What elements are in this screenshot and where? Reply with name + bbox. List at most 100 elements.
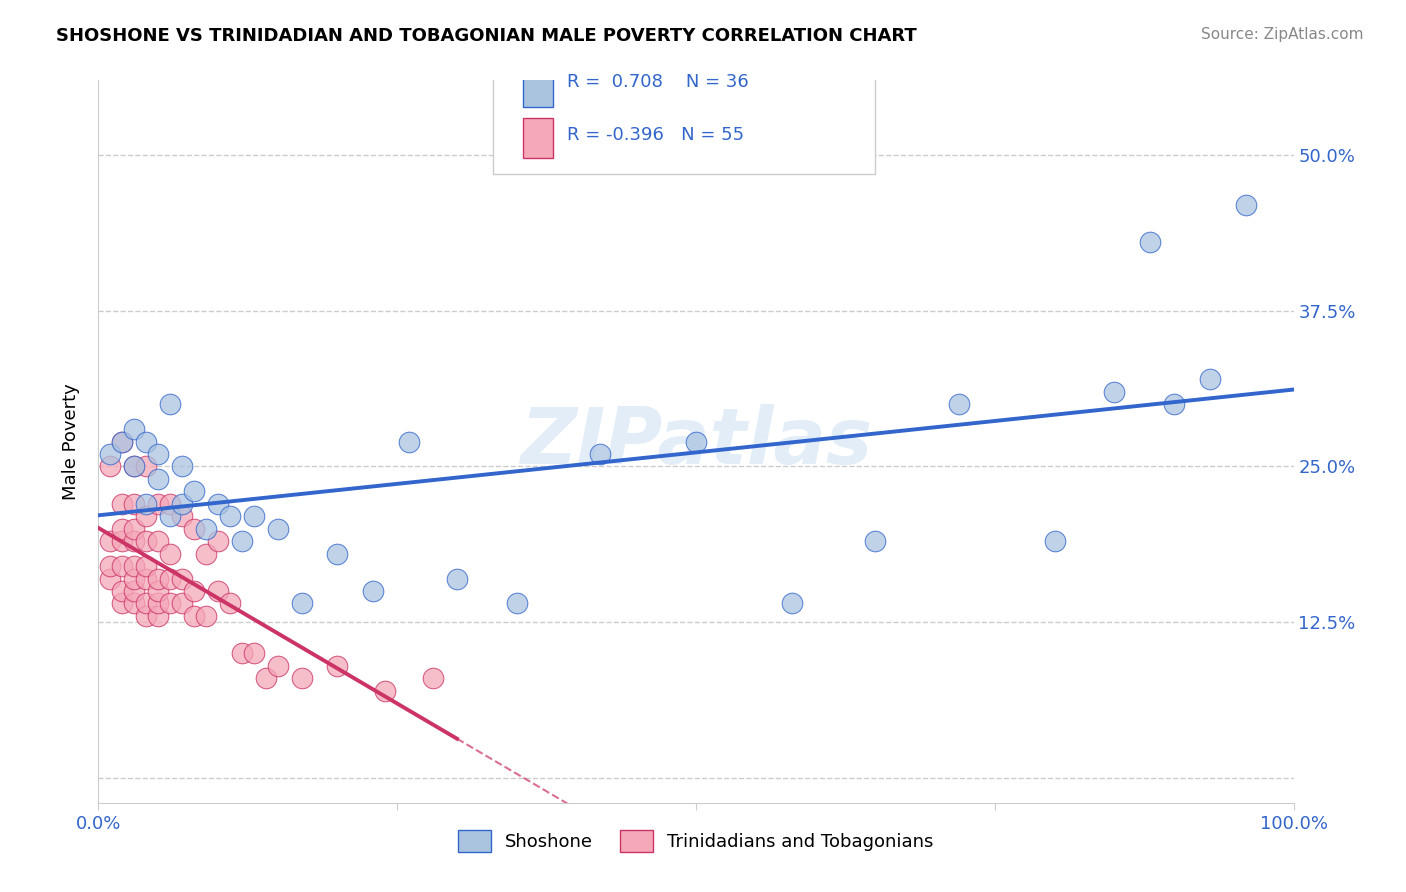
Text: ZIPatlas: ZIPatlas: [520, 403, 872, 480]
Point: [254, 671, 277, 685]
Point: [148, 572, 170, 586]
Point: [148, 609, 170, 624]
Point: [135, 459, 157, 474]
Point: [1163, 397, 1185, 411]
Point: [148, 472, 170, 486]
Point: [422, 671, 444, 685]
Point: [124, 559, 146, 574]
Point: [148, 597, 170, 611]
Point: [111, 497, 134, 511]
Point: [111, 434, 134, 449]
Text: R =  0.708    N = 36: R = 0.708 N = 36: [567, 73, 748, 91]
Point: [135, 597, 157, 611]
Point: [865, 534, 887, 549]
Point: [183, 522, 205, 536]
Point: [124, 522, 146, 536]
Point: [398, 434, 420, 449]
Point: [589, 447, 612, 461]
Point: [148, 497, 170, 511]
Bar: [523, 118, 553, 158]
Point: [326, 658, 349, 673]
Point: [148, 534, 170, 549]
Point: [195, 522, 218, 536]
Point: [207, 534, 229, 549]
Point: [98, 459, 122, 474]
Point: [148, 447, 170, 461]
Text: R = -0.396   N = 55: R = -0.396 N = 55: [567, 126, 744, 144]
Point: [326, 547, 349, 561]
Point: [135, 509, 157, 524]
Point: [124, 459, 146, 474]
Point: [124, 459, 146, 474]
Point: [172, 509, 194, 524]
Point: [1234, 198, 1257, 212]
Point: [374, 683, 396, 698]
Point: [111, 597, 134, 611]
Legend: Shoshone, Trinidadians and Tobagonians: Shoshone, Trinidadians and Tobagonians: [451, 822, 941, 859]
Point: [135, 572, 157, 586]
Point: [111, 522, 134, 536]
Point: [172, 597, 194, 611]
Point: [135, 434, 157, 449]
Point: [1104, 384, 1126, 399]
Text: Source: ZipAtlas.com: Source: ZipAtlas.com: [1201, 27, 1364, 42]
Point: [685, 434, 707, 449]
Bar: [523, 67, 553, 107]
Point: [135, 534, 157, 549]
Point: [111, 434, 134, 449]
Point: [231, 534, 253, 549]
Text: SHOSHONE VS TRINIDADIAN AND TOBAGONIAN MALE POVERTY CORRELATION CHART: SHOSHONE VS TRINIDADIAN AND TOBAGONIAN M…: [56, 27, 917, 45]
Point: [948, 397, 970, 411]
Point: [159, 397, 181, 411]
Point: [98, 447, 122, 461]
Point: [159, 497, 181, 511]
Point: [124, 534, 146, 549]
Point: [183, 484, 205, 499]
Point: [243, 646, 266, 660]
Point: [1199, 372, 1222, 386]
Point: [267, 658, 290, 673]
Point: [124, 584, 146, 599]
Point: [291, 597, 314, 611]
Point: [195, 547, 218, 561]
Point: [1043, 534, 1066, 549]
Point: [124, 497, 146, 511]
Point: [159, 509, 181, 524]
Point: [98, 534, 122, 549]
Point: [159, 597, 181, 611]
Point: [98, 559, 122, 574]
Point: [446, 572, 468, 586]
Point: [1139, 235, 1161, 250]
Point: [207, 584, 229, 599]
Point: [172, 459, 194, 474]
Point: [243, 509, 266, 524]
Point: [267, 522, 290, 536]
Point: [124, 597, 146, 611]
Point: [219, 597, 242, 611]
Point: [207, 497, 229, 511]
Point: [219, 509, 242, 524]
Point: [124, 422, 146, 436]
Point: [159, 572, 181, 586]
Point: [231, 646, 253, 660]
Y-axis label: Male Poverty: Male Poverty: [62, 384, 80, 500]
Point: [98, 572, 122, 586]
Point: [506, 597, 529, 611]
Point: [135, 497, 157, 511]
Point: [135, 559, 157, 574]
Point: [124, 572, 146, 586]
Point: [148, 584, 170, 599]
Point: [183, 584, 205, 599]
Point: [111, 534, 134, 549]
FancyBboxPatch shape: [494, 44, 876, 174]
Point: [135, 609, 157, 624]
Point: [363, 584, 385, 599]
Point: [291, 671, 314, 685]
Point: [172, 572, 194, 586]
Point: [195, 609, 218, 624]
Point: [172, 497, 194, 511]
Point: [183, 609, 205, 624]
Point: [780, 597, 803, 611]
Point: [159, 547, 181, 561]
Point: [111, 559, 134, 574]
